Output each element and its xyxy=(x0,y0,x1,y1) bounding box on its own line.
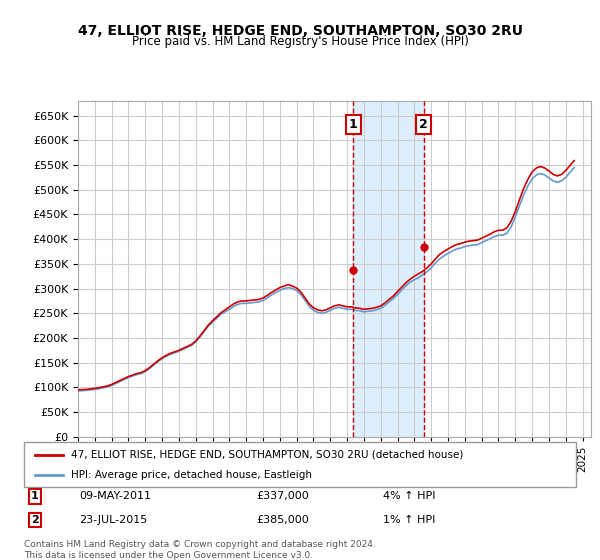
Text: 09-MAY-2011: 09-MAY-2011 xyxy=(79,491,151,501)
Text: HPI: Average price, detached house, Eastleigh: HPI: Average price, detached house, East… xyxy=(71,470,312,480)
Text: 1: 1 xyxy=(31,491,39,501)
Text: 47, ELLIOT RISE, HEDGE END, SOUTHAMPTON, SO30 2RU (detached house): 47, ELLIOT RISE, HEDGE END, SOUTHAMPTON,… xyxy=(71,450,463,460)
Bar xyxy=(353,101,424,437)
Text: Price paid vs. HM Land Registry's House Price Index (HPI): Price paid vs. HM Land Registry's House … xyxy=(131,35,469,49)
Text: 23-JUL-2015: 23-JUL-2015 xyxy=(79,515,148,525)
Text: 1% ↑ HPI: 1% ↑ HPI xyxy=(383,515,435,525)
Text: £385,000: £385,000 xyxy=(256,515,308,525)
Text: 2: 2 xyxy=(31,515,39,525)
Text: 2: 2 xyxy=(419,118,428,131)
FancyBboxPatch shape xyxy=(24,442,576,487)
Text: 4% ↑ HPI: 4% ↑ HPI xyxy=(383,491,436,501)
Text: 1: 1 xyxy=(349,118,358,131)
Text: Contains HM Land Registry data © Crown copyright and database right 2024.
This d: Contains HM Land Registry data © Crown c… xyxy=(24,540,376,560)
Text: 47, ELLIOT RISE, HEDGE END, SOUTHAMPTON, SO30 2RU: 47, ELLIOT RISE, HEDGE END, SOUTHAMPTON,… xyxy=(77,24,523,38)
Text: £337,000: £337,000 xyxy=(256,491,308,501)
